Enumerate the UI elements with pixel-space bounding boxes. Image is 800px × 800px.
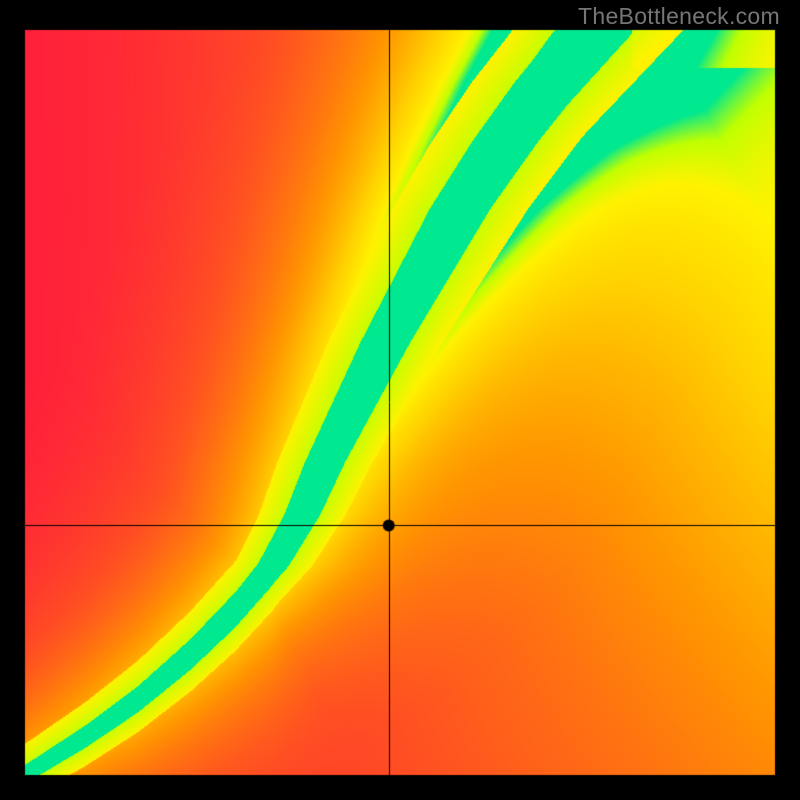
chart-container: TheBottleneck.com [0,0,800,800]
watermark-text: TheBottleneck.com [578,3,780,30]
crosshair-overlay [0,0,800,800]
